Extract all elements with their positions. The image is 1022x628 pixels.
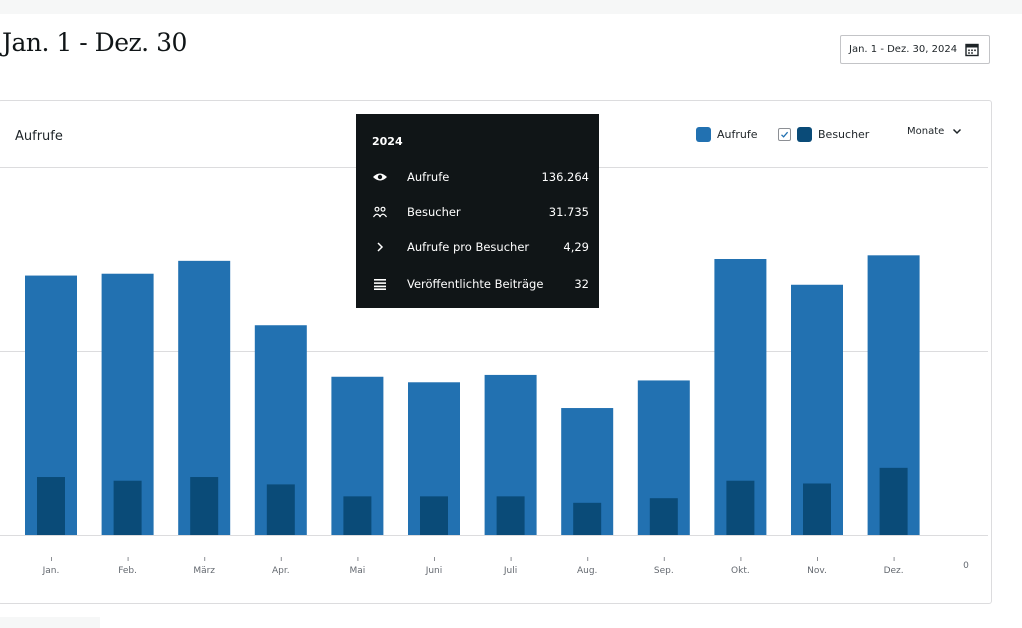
bar-besucher[interactable] (420, 496, 448, 535)
x-tick-label: Apr. (272, 566, 290, 576)
calendar-icon (965, 43, 979, 57)
bar-besucher[interactable] (113, 480, 142, 535)
bar-besucher[interactable] (266, 484, 295, 535)
x-tick-label: Sep. (654, 566, 674, 576)
tooltip-label: Veröffentlichte Beiträge (407, 277, 544, 291)
top-band (0, 0, 1022, 14)
period-select[interactable]: Monate (907, 126, 962, 137)
tooltip-label: Aufrufe pro Besucher (407, 240, 530, 254)
date-range-button[interactable]: Jan. 1 - Dez. 30, 2024 (840, 35, 990, 64)
list-icon (372, 278, 392, 290)
y-axis: 0 (963, 561, 969, 571)
x-tick-label: Aug. (577, 566, 597, 576)
bar-besucher[interactable] (726, 480, 755, 535)
x-tick-label: Nov. (807, 566, 827, 576)
tooltip-value: 136.264 (541, 170, 589, 184)
checkmark-icon (781, 131, 789, 138)
chart-title: Aufrufe (15, 129, 63, 144)
tooltip-row-posts: Veröffentlichte Beiträge 32 (372, 275, 589, 293)
page-title: Jan. 1 - Dez. 30 (2, 28, 187, 57)
y-tick-label: 0 (963, 561, 969, 571)
tooltip-value: 4,29 (563, 240, 589, 254)
legend-label-aufrufe: Aufrufe (717, 128, 758, 141)
bar-besucher[interactable] (573, 502, 602, 535)
x-tick-label: Jan. (42, 566, 60, 576)
x-axis: Jan. Feb. März Apr. Mai Juni Juli Aug. Sep. Okt. N… (42, 557, 904, 576)
bar-besucher[interactable] (803, 483, 831, 535)
tooltip-value: 32 (574, 277, 589, 291)
tooltip-row-besucher: Besucher 31.735 (372, 203, 589, 221)
chevron-down-icon (952, 128, 962, 135)
people-icon (372, 206, 392, 218)
legend-item-besucher[interactable]: Besucher (778, 127, 869, 142)
tooltip-label: Aufrufe (407, 170, 450, 184)
x-tick-label: Feb. (118, 566, 137, 576)
period-select-label: Monate (907, 126, 945, 137)
tooltip-value: 31.735 (548, 205, 589, 219)
bar-besucher[interactable] (649, 498, 678, 535)
legend-swatch-besucher (797, 127, 812, 142)
tooltip-row-aufrufe: Aufrufe 136.264 (372, 168, 589, 186)
x-tick-label: Juni (425, 566, 443, 576)
x-tick-label: Okt. (731, 566, 750, 576)
x-tick-label: Mai (350, 566, 366, 576)
bottom-band (0, 617, 100, 628)
legend-label-besucher: Besucher (818, 128, 870, 141)
bar-besucher[interactable] (190, 477, 219, 535)
besucher-checkbox[interactable] (778, 128, 791, 141)
bar-besucher[interactable] (879, 467, 908, 535)
bar-besucher[interactable] (37, 477, 65, 535)
bars (25, 255, 920, 535)
tooltip-row-ratio: Aufrufe pro Besucher 4,29 (372, 238, 589, 256)
date-range-label: Jan. 1 - Dez. 30, 2024 (849, 44, 958, 55)
legend-swatch-aufrufe (696, 127, 711, 142)
x-tick-label: Juli (503, 566, 517, 576)
bar-besucher[interactable] (343, 496, 372, 535)
bar-besucher[interactable] (496, 496, 525, 535)
legend-item-aufrufe[interactable]: Aufrufe (696, 127, 758, 142)
tooltip-title: 2024 (372, 135, 403, 148)
x-tick-label: Dez. (884, 566, 904, 576)
chevron-right-icon (372, 241, 392, 253)
x-tick-label: März (193, 566, 215, 576)
tooltip-label: Besucher (407, 205, 461, 219)
eye-icon (372, 172, 392, 182)
chart-tooltip: 2024 Aufrufe 136.264 Besucher 31.735 Auf… (356, 114, 599, 308)
